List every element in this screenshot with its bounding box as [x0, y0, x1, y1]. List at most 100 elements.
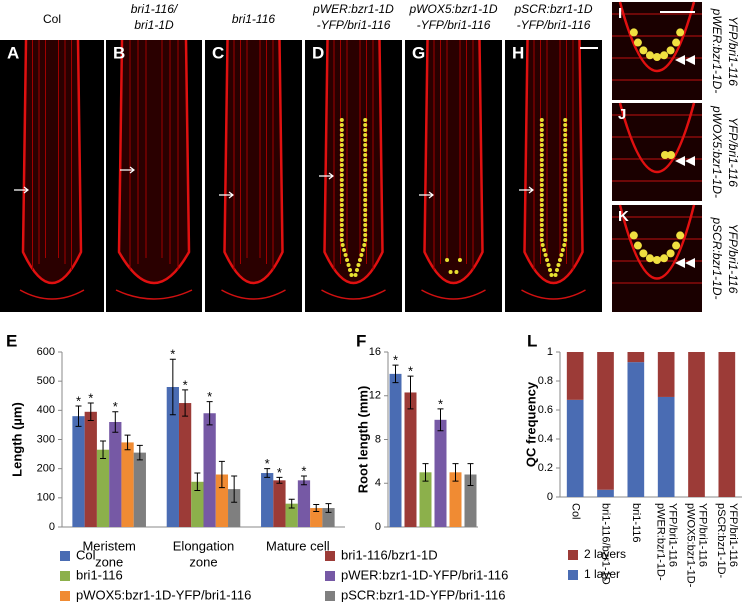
- yfp-signal: [563, 153, 568, 157]
- yfp-signal: [339, 158, 344, 162]
- yfp-signal: [563, 203, 568, 207]
- yfp-signal: [563, 213, 568, 217]
- panel-letter: I: [618, 5, 622, 22]
- error-bar: [467, 463, 474, 486]
- error-bar: [300, 475, 307, 486]
- y-tick-label: 0: [375, 521, 381, 533]
- yfp-signal: [339, 228, 344, 232]
- yfp-signal: [559, 253, 564, 257]
- yfp-signal: [339, 233, 344, 237]
- y-axis-label: Root length (mm): [355, 386, 370, 494]
- bar-segment: [566, 399, 584, 497]
- bar-segment: [688, 352, 705, 497]
- panel-label: pSCR:bzr1-1D: [513, 2, 592, 16]
- error-bar: [124, 434, 131, 451]
- x-tick-label: pWOX5:bzr1-1D-: [685, 503, 697, 588]
- yfp-signal: [363, 208, 368, 212]
- yfp-signal: [563, 148, 568, 152]
- bar: [285, 503, 298, 527]
- bar: [72, 416, 85, 527]
- root-tip: [618, 1, 696, 72]
- yfp-signal: [363, 158, 368, 162]
- panel-letter: L: [527, 331, 537, 350]
- bar: [261, 473, 274, 527]
- inset-label: pWOX5:bzr1-1D-: [710, 105, 724, 198]
- yfp-signal: [563, 163, 568, 167]
- root-cap: [221, 289, 286, 300]
- yfp-signal: [363, 143, 368, 147]
- yfp-signal: [539, 163, 544, 167]
- bar: [464, 474, 477, 527]
- bar: [203, 413, 216, 527]
- yfp-signal: [672, 241, 681, 250]
- yfp-signal: [363, 163, 368, 167]
- x-tick-label: pWER:bzr1-1D-: [654, 503, 666, 581]
- yfp-signal: [539, 188, 544, 192]
- x-tick-label: Col: [569, 503, 581, 520]
- yfp-signal: [539, 173, 544, 177]
- legend-label: bri1-116: [76, 567, 123, 582]
- yfp-signal: [360, 248, 365, 252]
- micrograph: [612, 103, 702, 201]
- error-bar: [276, 476, 283, 484]
- y-tick-label: 0: [547, 491, 553, 503]
- arrow: [219, 191, 234, 199]
- bar-segment: [627, 352, 645, 363]
- significance: *: [170, 347, 175, 362]
- yfp-signal: [553, 273, 558, 277]
- y-tick-label: 200: [37, 463, 55, 475]
- yfp-signal: [563, 178, 568, 182]
- root-outline: [323, 39, 384, 284]
- significance: *: [438, 396, 443, 411]
- yfp-signal: [539, 213, 544, 217]
- root-outline: [423, 39, 484, 284]
- yfp-signal: [339, 188, 344, 192]
- bar-segment: [657, 352, 675, 397]
- bar: [449, 472, 462, 527]
- panel-label: pWER:bzr1-1D: [312, 2, 394, 16]
- error-bar: [169, 358, 176, 416]
- significance: *: [301, 463, 306, 478]
- yfp-signal: [363, 123, 368, 127]
- bar-segment: [566, 352, 584, 400]
- yfp-signal: [555, 268, 560, 272]
- panel-letter: C: [212, 43, 224, 62]
- root-outline: [523, 39, 584, 284]
- yfp-signal: [342, 248, 347, 252]
- yfp-signal: [454, 270, 459, 274]
- yfp-signal: [339, 208, 344, 212]
- yfp-signal: [363, 228, 368, 232]
- bar: [84, 411, 97, 527]
- x-tick-label: YFP/bri1-116: [727, 503, 739, 567]
- bar: [404, 392, 417, 527]
- bar: [215, 474, 229, 527]
- yfp-signal: [633, 38, 642, 47]
- yfp-signal: [339, 163, 344, 167]
- yfp-signal: [539, 138, 544, 142]
- yfp-signal: [539, 178, 544, 182]
- yfp-signal: [660, 51, 669, 60]
- significance: *: [393, 353, 398, 368]
- yfp-signal: [339, 143, 344, 147]
- yfp-signal: [363, 203, 368, 207]
- error-bar: [437, 408, 444, 432]
- bar: [434, 419, 447, 527]
- panel-label: -YFP/bri1-116: [417, 18, 491, 32]
- error-bar: [87, 402, 94, 422]
- yfp-signal: [339, 148, 344, 152]
- yfp-signal: [667, 151, 675, 159]
- root-cap: [115, 289, 193, 300]
- root-outline: [117, 39, 191, 284]
- yfp-signal: [339, 153, 344, 157]
- panel-letter: H: [512, 43, 524, 62]
- yfp-signal: [353, 273, 358, 277]
- legend-swatch: [325, 571, 335, 581]
- significance: *: [207, 389, 212, 404]
- yfp-signal: [639, 46, 648, 55]
- yfp-signal: [645, 51, 654, 60]
- bar-segment: [597, 489, 614, 497]
- yfp-signal: [339, 173, 344, 177]
- yfp-signal: [363, 148, 368, 152]
- yfp-signal: [339, 133, 344, 137]
- arrow: [319, 172, 334, 180]
